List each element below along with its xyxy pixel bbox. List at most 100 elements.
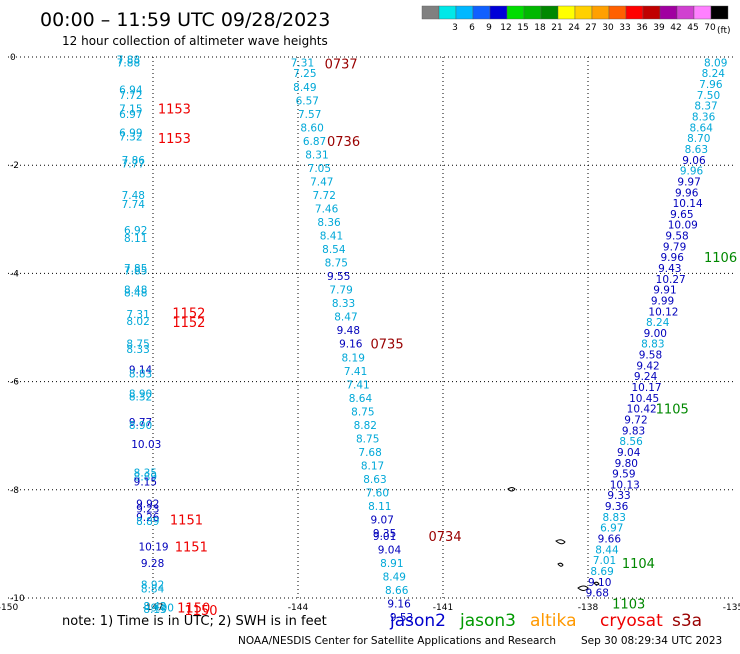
wave-height-label: 9.14 [129,365,153,377]
pass-time-label: 1105 [656,403,689,418]
wave-height-label: 6.94 [119,84,143,96]
wave-height-label: 10.17 [632,382,662,394]
color-scale-swatch [557,5,576,20]
wave-height-label: 9.55 [327,271,350,283]
wave-height-label: 9.42 [636,360,659,372]
wave-height-label: 9.58 [639,350,662,362]
wave-height-label: 8.49 [383,571,406,583]
wave-height-label: 7.47 [310,176,333,188]
wave-height-label: 7.60 [366,488,389,500]
x-tick-label: -141 [433,603,453,613]
wave-height-label: 7.85 [124,263,147,275]
wave-height-label: 8.83 [641,339,664,351]
satellite-legend-item: s3a [672,611,702,631]
y-tick-label: -8 [10,486,19,496]
wave-height-label: 8.24 [646,317,670,329]
wave-height-label: 7.50 [697,90,720,102]
color-scale-swatch [591,5,610,20]
wave-height-label: 9.36 [605,501,629,513]
wave-height-label: 9.33 [607,490,630,502]
wave-height-label: 10.12 [648,306,678,318]
color-scale-swatch [472,5,491,20]
wave-height-label: 8.70 [687,133,710,145]
wave-height-label: 7.57 [298,109,321,121]
wave-height-label: 9.26 [136,512,160,524]
satellite-legend-item: altika [530,611,577,631]
pass-time-label: 0737 [325,57,358,72]
wave-height-label: 7.31 [126,309,149,321]
wave-height-label: 8.75 [126,339,149,351]
wave-height-label: 8.75 [351,406,374,418]
wave-height-label: 7.79 [329,285,352,297]
color-scale-swatch [642,5,661,20]
wave-height-label: 7.77 [122,159,145,171]
color-scale-label: 6 [469,23,475,33]
wave-height-label: 8.66 [385,585,409,597]
wave-height-label: 6.99 [119,128,142,140]
wave-height-label: 9.65 [670,209,693,221]
wave-height-label: 10.13 [610,479,640,491]
color-scale-label: 30 [602,23,614,33]
wave-height-label: 9.23 [136,504,159,516]
wave-height-label: 7.41 [346,379,369,391]
wave-height-label: 7.68 [358,447,381,459]
wave-height-label: 8.48 [124,287,147,299]
pass-time-label: 1153 [158,132,191,147]
wave-height-label: 8.69 [590,566,613,578]
wave-height-label: 8.13 [143,604,166,616]
wave-height-label: 9.96 [661,252,685,264]
color-scale-swatch [676,5,695,20]
wave-height-label: 8.54 [322,244,346,256]
wave-height-label: 9.01 [373,531,396,543]
color-scale-unit: (ft) [717,26,731,36]
wave-height-label: 10.03 [131,439,161,451]
chart-title: 00:00 – 11:59 UTC 09/28/2023 [40,9,330,31]
color-scale-label: 33 [619,23,630,33]
pass-time-label: 1150 [184,604,217,619]
wave-height-label: 8.11 [124,233,147,245]
chart-subtitle: 12 hour collection of altimeter wave hei… [62,34,328,48]
color-scale-label: 18 [534,23,546,33]
footer-note: note: 1) Time is in UTC; 2) SWH is in fe… [62,614,327,629]
color-scale-swatch [455,5,474,20]
footer-credit: NOAA/NESDIS Center for Satellite Applica… [238,635,556,647]
wave-height-label: 9.28 [141,558,164,570]
wave-height-label: 9.99 [651,295,674,307]
wave-height-label: 9.06 [682,155,706,167]
wave-height-label: 8.49 [293,82,316,94]
color-scale-swatch [506,5,525,20]
color-scale-swatch [523,5,542,20]
color-scale-label: 21 [551,23,562,33]
wave-height-label: 10.19 [139,542,169,554]
island-shape [555,539,566,545]
wave-height-label: 9.58 [665,231,688,243]
wave-height-label: 9.92 [136,498,159,510]
pass-time-label: 1151 [170,514,203,529]
wave-height-label: 10.45 [629,393,659,405]
wave-height-label: 8.83 [129,368,152,380]
wave-height-label: 8.09 [704,57,727,69]
wave-height-label: 9.97 [677,176,700,188]
x-tick-label: -138 [578,603,599,613]
y-axis-ticks: 0 -2 -4 -6 -8 -10 [10,53,25,604]
color-scale-label: 27 [585,23,596,33]
wave-height-label: 9.16 [339,339,363,351]
wave-height-label: 9.68 [586,588,609,600]
wave-height-label: 8.82 [354,420,377,432]
wave-height-label: 8.35 [134,467,157,479]
pass-time-label: 1106 [704,251,737,266]
color-scale-swatch [438,5,457,20]
pass-time-label: 1152 [172,306,205,321]
wave-height-label: 8.02 [126,316,149,328]
island-shape [507,487,516,492]
wave-height-label: 10.42 [627,404,657,416]
wave-height-label: 9.91 [653,285,676,297]
pass-time-label: 0734 [429,530,462,545]
wave-height-label: 8.84 [141,583,165,595]
wave-height-label: 8.31 [305,149,328,161]
color-scale-label: 42 [670,23,681,33]
wave-height-label: 8.17 [361,460,384,472]
color-scale-swatch [710,5,729,20]
satellite-legend-item: jason2 [389,611,446,631]
